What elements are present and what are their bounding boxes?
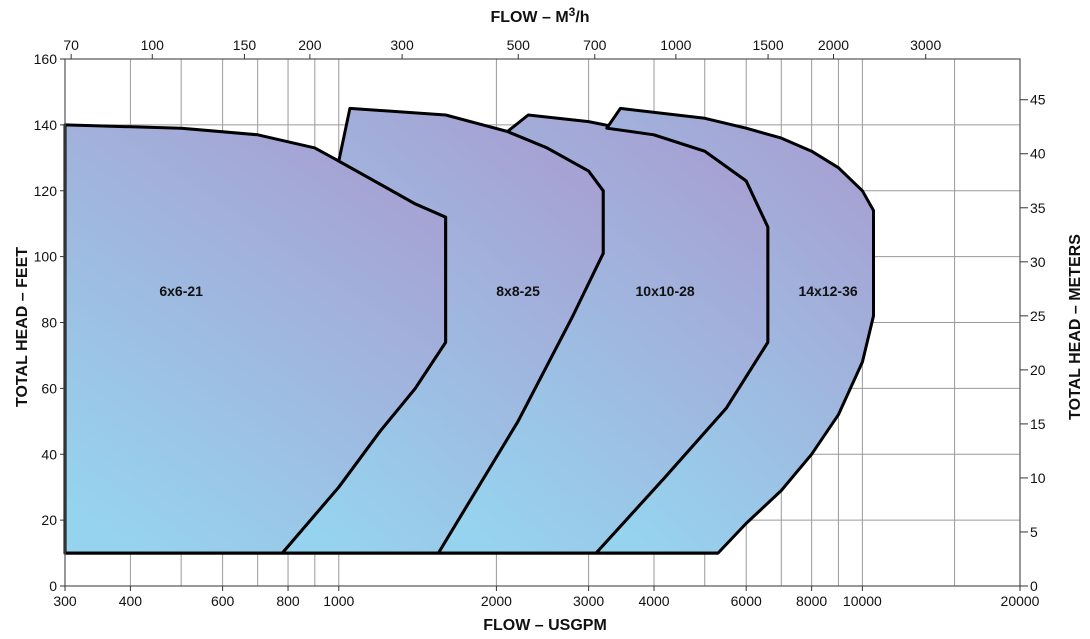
y-left-tick-label: 60 bbox=[41, 380, 57, 396]
pump-regions bbox=[63, 106, 875, 555]
region-label-14x12-36: 14x12-36 bbox=[798, 283, 857, 299]
y-left-tick-label: 160 bbox=[34, 51, 58, 67]
region-label-8x8-25: 8x8-25 bbox=[496, 283, 540, 299]
x-bottom-tick-label: 2000 bbox=[481, 593, 512, 609]
x-bottom-axis-title: FLOW – USGPM bbox=[483, 617, 607, 634]
y-left-tick-label: 20 bbox=[41, 512, 57, 528]
x-bottom-tick-label: 1000 bbox=[323, 593, 354, 609]
y-left-tick-label: 0 bbox=[49, 578, 57, 594]
x-top-tick-label: 500 bbox=[507, 37, 531, 53]
y-right-tick-label: 0 bbox=[1030, 578, 1038, 594]
x-top-axis-title: FLOW – M3/h bbox=[490, 5, 589, 26]
y-left-tick-label: 120 bbox=[34, 183, 58, 199]
y-right-tick-label: 20 bbox=[1030, 362, 1046, 378]
y-right-axis-title: TOTAL HEAD – METERS bbox=[1067, 234, 1084, 420]
x-top-tick-label: 100 bbox=[141, 37, 165, 53]
y-right-tick-label: 30 bbox=[1030, 254, 1046, 270]
x-bottom-tick-label: 400 bbox=[119, 593, 143, 609]
x-bottom-tick-label: 800 bbox=[276, 593, 300, 609]
x-bottom-tick-label: 300 bbox=[53, 593, 77, 609]
x-top-tick-label: 1000 bbox=[660, 37, 691, 53]
y-left-tick-label: 140 bbox=[34, 117, 58, 133]
y-left-axis-title: TOTAL HEAD – FEET bbox=[14, 247, 31, 407]
x-top-tick-label: 700 bbox=[583, 37, 607, 53]
x-top-tick-label: 150 bbox=[233, 37, 257, 53]
region-label-6x6-21: 6x6-21 bbox=[159, 283, 203, 299]
x-top-tick-label: 70 bbox=[63, 37, 79, 53]
y-left-tick-label: 100 bbox=[34, 249, 58, 265]
x-bottom-tick-label: 600 bbox=[211, 593, 235, 609]
y-right-tick-label: 45 bbox=[1030, 92, 1046, 108]
y-left-tick-label: 80 bbox=[41, 315, 57, 331]
y-left-tick-label: 40 bbox=[41, 446, 57, 462]
x-bottom-tick-label: 20000 bbox=[1001, 593, 1040, 609]
x-top-tick-label: 200 bbox=[298, 37, 322, 53]
x-bottom-tick-label: 4000 bbox=[638, 593, 669, 609]
y-right-tick-label: 15 bbox=[1030, 416, 1046, 432]
y-right-tick-label: 35 bbox=[1030, 200, 1046, 216]
y-right-tick-label: 10 bbox=[1030, 470, 1046, 486]
x-top-tick-label: 3000 bbox=[910, 37, 941, 53]
region-labels: 6x6-21 8x8-25 10x10-28 14x12-36 bbox=[159, 283, 858, 299]
region-label-10x10-28: 10x10-28 bbox=[636, 283, 695, 299]
axes: 300 400 600 800 1000 2000 3000 4000 6000 8000 1000… bbox=[34, 37, 1046, 609]
x-bottom-tick-label: 10000 bbox=[843, 593, 882, 609]
region-14x12-36 bbox=[594, 106, 875, 555]
y-right-tick-label: 40 bbox=[1030, 146, 1046, 162]
y-right-tick-label: 25 bbox=[1030, 308, 1046, 324]
x-top-tick-label: 300 bbox=[390, 37, 414, 53]
x-bottom-tick-label: 8000 bbox=[796, 593, 827, 609]
x-bottom-tick-label: 3000 bbox=[573, 593, 604, 609]
y-right-tick-label: 5 bbox=[1030, 524, 1038, 540]
x-top-tick-label: 2000 bbox=[818, 37, 849, 53]
x-bottom-tick-label: 6000 bbox=[731, 593, 762, 609]
x-top-tick-label: 1500 bbox=[752, 37, 783, 53]
